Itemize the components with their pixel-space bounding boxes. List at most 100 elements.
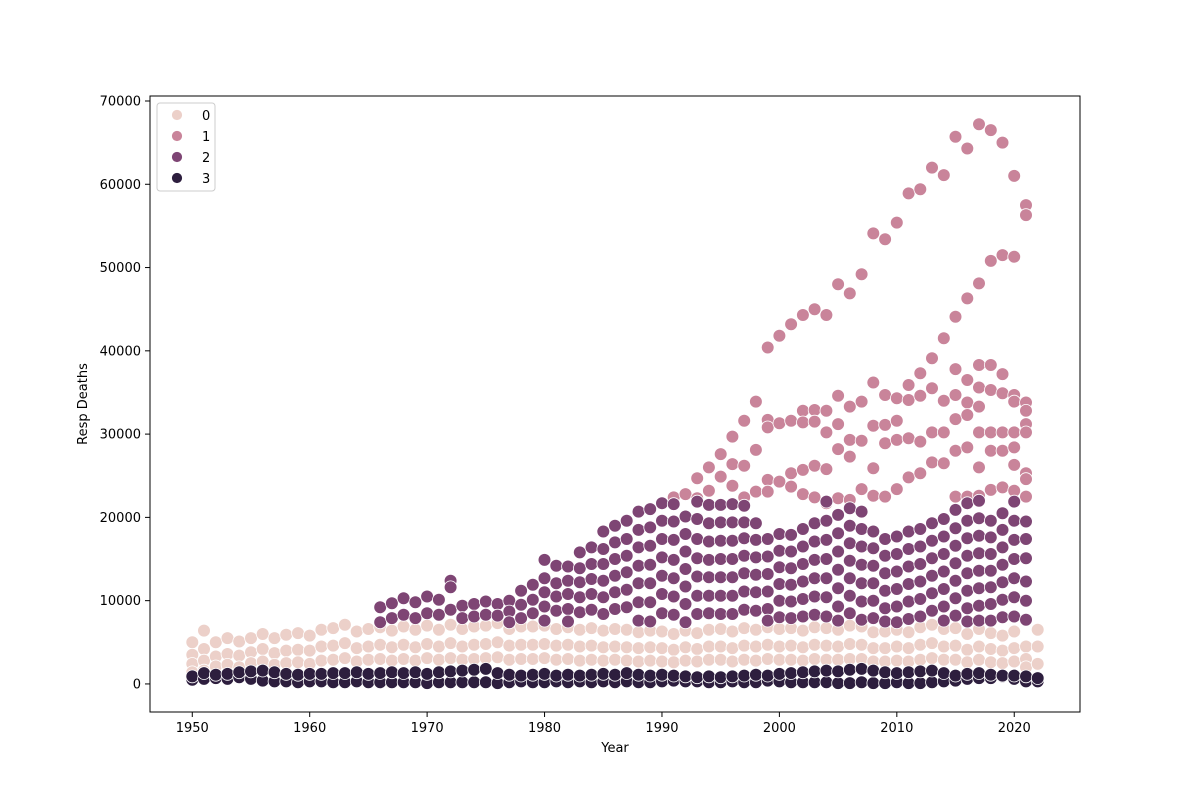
data-point [725,570,740,585]
data-point [490,650,505,665]
data-point [948,638,963,653]
data-point [878,436,892,451]
data-point [889,666,904,680]
data-point [737,531,751,545]
data-point [948,556,963,570]
data-point [854,675,869,690]
data-point [1007,440,1021,455]
data-point [549,603,564,618]
data-point [889,582,904,596]
data-point [925,351,939,366]
data-point [1019,489,1033,504]
data-point [643,502,657,516]
data-point [631,523,646,537]
data-point [525,592,540,607]
data-point [713,447,728,461]
data-point [889,482,904,496]
data-point [913,388,928,403]
data-point [807,664,822,679]
data-point [713,639,728,654]
data-point [502,638,517,653]
data-point [760,532,775,546]
data-point [901,470,916,485]
data-point [655,641,669,655]
data-point [936,613,951,628]
data-point [960,614,975,629]
data-point [572,653,587,668]
legend-label: 1 [202,130,210,145]
data-point [338,617,352,632]
data-point [854,576,869,590]
data-point [655,550,669,565]
data-point [866,488,881,503]
y-tick-label: 40000 [100,344,141,359]
data-point [537,571,552,585]
data-point [889,653,904,668]
data-point [432,622,446,637]
data-point [796,522,810,536]
data-point [854,394,869,409]
data-point [467,662,481,677]
data-point [643,653,657,668]
data-point [1007,513,1021,528]
data-point [760,549,775,564]
x-tick-label: 1990 [645,721,678,736]
data-point [936,512,951,526]
data-point [643,668,657,683]
data-point [831,639,845,654]
data-point [619,640,634,655]
data-point [408,665,423,680]
data-point [1007,394,1021,409]
data-point [467,637,481,652]
data-point [948,309,963,324]
data-point [854,482,869,496]
data-point [561,587,575,601]
data-point [584,652,599,667]
data-point [420,618,434,633]
data-point [889,564,904,579]
data-point [232,665,247,680]
data-point [420,589,434,604]
data-point [831,664,845,679]
data-point [901,378,916,392]
data-point [525,652,540,666]
data-point [631,667,646,682]
data-point [866,641,881,655]
data-point [326,638,341,653]
data-point [913,366,928,381]
data-point [666,553,681,567]
data-point [983,667,998,682]
data-point [619,513,634,528]
data-point [643,576,657,590]
data-point [866,676,881,690]
data-point [713,607,728,621]
data-point [819,403,834,418]
data-point [1019,612,1033,627]
data-point [819,494,834,509]
legend-marker [171,109,183,121]
data-point [831,508,845,522]
data-point [385,653,399,668]
data-point [537,585,552,600]
data-point [267,646,282,660]
data-point [643,640,657,655]
data-point [831,526,845,540]
legend-frame [156,102,216,192]
data-point [549,638,564,653]
data-point [972,117,986,132]
data-point [878,641,892,655]
data-point [596,573,611,588]
data-point [478,637,493,651]
data-point [279,643,294,658]
data-point [291,642,305,657]
data-point [749,653,763,668]
data-point [807,516,822,530]
data-point [713,515,728,530]
data-point [631,613,646,628]
data-point [925,160,939,175]
data-point [948,443,963,458]
x-tick-label: 1960 [293,721,326,736]
data-point [796,487,810,501]
data-point [807,637,822,652]
data-point [842,536,857,550]
